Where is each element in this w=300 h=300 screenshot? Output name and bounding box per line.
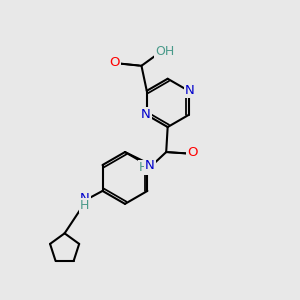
Text: H: H bbox=[139, 161, 148, 174]
Text: N: N bbox=[80, 192, 90, 205]
Text: N: N bbox=[145, 159, 154, 172]
Text: N: N bbox=[141, 109, 151, 122]
Text: OH: OH bbox=[155, 45, 175, 58]
Text: N: N bbox=[185, 84, 195, 97]
Text: O: O bbox=[110, 56, 120, 69]
Text: O: O bbox=[187, 146, 198, 159]
Text: H: H bbox=[80, 199, 90, 212]
